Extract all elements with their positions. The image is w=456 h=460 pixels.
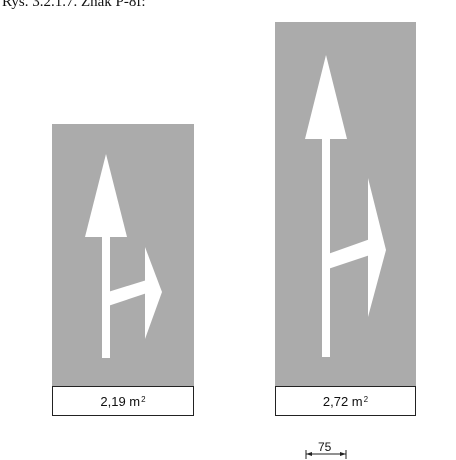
sign-large-area-value: 2,72 m bbox=[322, 393, 363, 409]
dimension-line-icon bbox=[305, 450, 347, 459]
straight-right-arrow-icon bbox=[85, 154, 162, 358]
straight-right-arrow-icon bbox=[305, 55, 386, 357]
sign-small-area-value: 2,19 m bbox=[100, 393, 141, 409]
sign-large-panel bbox=[275, 22, 416, 387]
sign-large-area-unit-sup: 2 bbox=[363, 394, 369, 404]
sign-small-area-unit-sup: 2 bbox=[141, 394, 146, 404]
figure-caption: Rys. 3.2.1.7. Znak P-8f: bbox=[2, 0, 146, 10]
dimension-value: 75 bbox=[318, 440, 332, 454]
sign-small-panel bbox=[52, 124, 194, 387]
